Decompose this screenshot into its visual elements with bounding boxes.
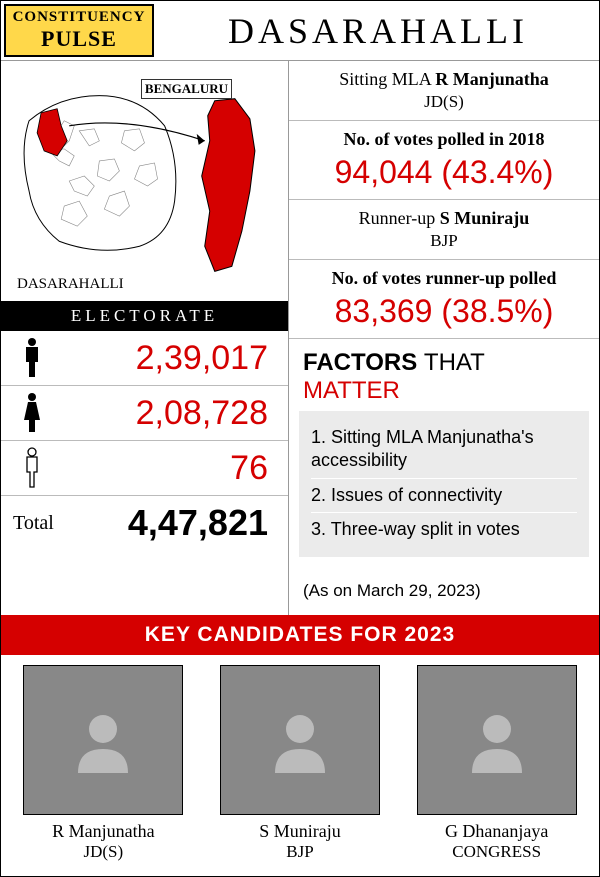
runnerup-votes-value: 83,369 (38.5%) [301,293,587,330]
electorate-total: 4,47,821 [73,502,276,544]
badge-line1: CONSTITUENCY [6,9,152,26]
runnerup-row: Runner-up S Muniraju BJP [289,200,599,260]
candidate-1-photo [23,665,183,815]
pulse-badge: CONSTITUENCY PULSE [4,4,154,57]
candidate-2-photo [220,665,380,815]
factors-header: FACTORS THAT MATTER [289,339,599,411]
candidate-1: R Manjunatha JD(S) [9,665,198,862]
map-label-constituency: DASARAHALLI [17,276,124,293]
candidate-3: G Dhananjaya CONGRESS [402,665,591,862]
candidate-3-photo [417,665,577,815]
sitting-mla-name: R Manjunatha [435,69,549,89]
candidate-1-name: R Manjunatha [9,821,198,842]
other-icon [13,447,51,489]
electorate-male: 2,39,017 [51,339,276,378]
runnerup-votes-row: No. of votes runner-up polled 83,369 (38… [289,260,599,339]
electorate-female: 2,08,728 [51,394,276,433]
male-icon [13,337,51,379]
header-row: CONSTITUENCY PULSE DASARAHALLI [1,1,599,60]
factor-2: 2. Issues of connectivity [311,479,577,513]
female-icon [13,392,51,434]
runnerup-party: BJP [301,231,587,251]
map-label-bengaluru: BENGALURU [141,79,232,99]
sitting-mla-label: Sitting MLA R Manjunatha [301,69,587,90]
candidate-3-name: G Dhananjaya [402,821,591,842]
electorate-male-row: 2,39,017 [1,331,288,386]
sitting-votes-row: No. of votes polled in 2018 94,044 (43.4… [289,121,599,200]
infographic-container: CONSTITUENCY PULSE DASARAHALLI BENGALURU… [0,0,600,877]
electorate-header: ELECTORATE [1,301,288,331]
map-box: BENGALURU DASARAHALLI [1,61,288,301]
constituency-title: DASARAHALLI [157,10,599,52]
sitting-votes-value: 94,044 (43.4%) [301,154,587,191]
factors-box: 1. Sitting MLA Manjunatha's accessibilit… [299,411,589,557]
sitting-mla-row: Sitting MLA R Manjunatha JD(S) [289,61,599,121]
electorate-other-row: 76 [1,441,288,496]
electorate-total-row: Total 4,47,821 [1,496,288,550]
runnerup-label: Runner-up S Muniraju [301,208,587,229]
candidate-2-name: S Muniraju [206,821,395,842]
factor-3: 3. Three-way split in votes [311,513,577,546]
candidate-2: S Muniraju BJP [206,665,395,862]
main-grid: BENGALURU DASARAHALLI ELECTORATE 2,39,01… [1,60,599,615]
candidate-3-party: CONGRESS [402,842,591,862]
factor-1: 1. Sitting MLA Manjunatha's accessibilit… [311,421,577,479]
electorate-other: 76 [51,449,276,488]
right-column: Sitting MLA R Manjunatha JD(S) No. of vo… [289,61,599,615]
candidates-row: R Manjunatha JD(S) S Muniraju BJP G Dhan… [1,655,599,876]
electorate-female-row: 2,08,728 [1,386,288,441]
electorate-total-label: Total [13,512,73,535]
sitting-votes-label: No. of votes polled in 2018 [301,129,587,150]
left-column: BENGALURU DASARAHALLI ELECTORATE 2,39,01… [1,61,289,615]
runnerup-name: S Muniraju [440,208,530,228]
map-svg [9,69,280,293]
runnerup-votes-label: No. of votes runner-up polled [301,268,587,289]
candidate-1-party: JD(S) [9,842,198,862]
badge-line2: PULSE [6,26,152,52]
sitting-mla-party: JD(S) [301,92,587,112]
as-on-date: (As on March 29, 2023) [289,567,599,615]
candidate-2-party: BJP [206,842,395,862]
candidates-header: KEY CANDIDATES FOR 2023 [1,615,599,655]
